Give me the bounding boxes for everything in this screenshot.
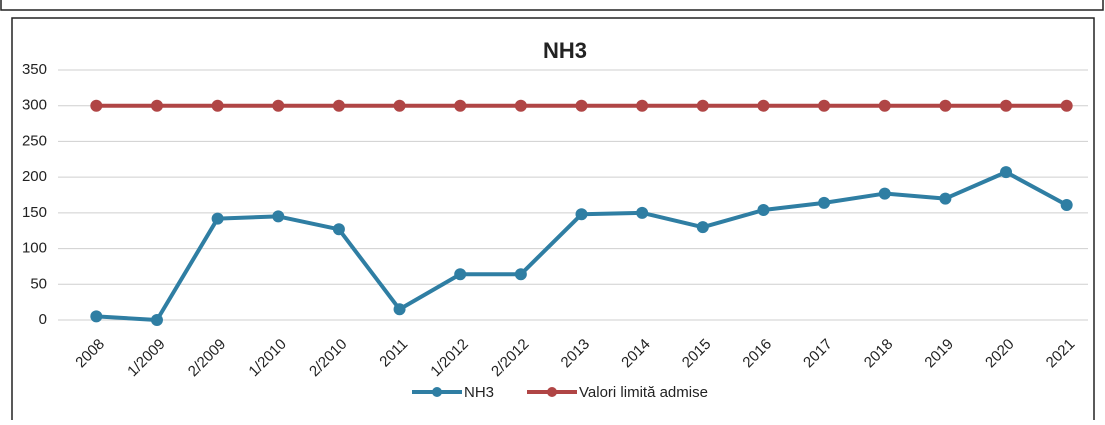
point bbox=[90, 310, 103, 323]
point bbox=[211, 212, 224, 225]
point bbox=[514, 268, 527, 281]
point bbox=[818, 99, 831, 112]
y-tick-label: 0 bbox=[39, 311, 47, 328]
point bbox=[939, 192, 952, 205]
point bbox=[1000, 166, 1013, 179]
point bbox=[575, 208, 588, 221]
point bbox=[757, 204, 770, 216]
y-tick-label: 250 bbox=[22, 132, 47, 149]
point bbox=[272, 99, 285, 112]
chart-frame bbox=[11, 17, 1095, 425]
point bbox=[272, 210, 285, 223]
point bbox=[696, 221, 709, 234]
legend-marker bbox=[432, 387, 442, 397]
point bbox=[939, 99, 952, 112]
point bbox=[150, 314, 163, 326]
point bbox=[393, 303, 406, 316]
point bbox=[818, 196, 831, 209]
y-tick-label: 50 bbox=[30, 275, 47, 292]
legend-label: NH3 bbox=[464, 384, 494, 401]
point bbox=[696, 99, 709, 112]
chart-title: NH3 bbox=[543, 38, 587, 63]
point bbox=[332, 223, 345, 236]
top-frame bbox=[0, 0, 1104, 11]
point bbox=[90, 99, 103, 112]
point bbox=[211, 99, 224, 112]
point bbox=[332, 99, 345, 112]
y-tick-label: 100 bbox=[22, 240, 47, 257]
legend-label: Valori limită admise bbox=[579, 384, 708, 401]
point bbox=[636, 99, 649, 112]
legend-marker bbox=[547, 387, 557, 397]
point bbox=[393, 99, 406, 112]
point bbox=[1060, 99, 1073, 112]
point bbox=[150, 99, 163, 112]
point bbox=[454, 268, 467, 281]
point bbox=[878, 187, 891, 200]
y-tick-label: 200 bbox=[22, 168, 47, 185]
point bbox=[454, 99, 467, 112]
point bbox=[757, 99, 770, 112]
point bbox=[1060, 199, 1073, 211]
point bbox=[575, 99, 588, 112]
point bbox=[636, 206, 649, 219]
y-tick-label: 350 bbox=[22, 61, 47, 78]
point bbox=[1000, 99, 1013, 112]
y-tick-label: 150 bbox=[22, 204, 47, 221]
point bbox=[514, 99, 527, 112]
point bbox=[878, 99, 891, 112]
y-tick-label: 300 bbox=[22, 97, 47, 114]
